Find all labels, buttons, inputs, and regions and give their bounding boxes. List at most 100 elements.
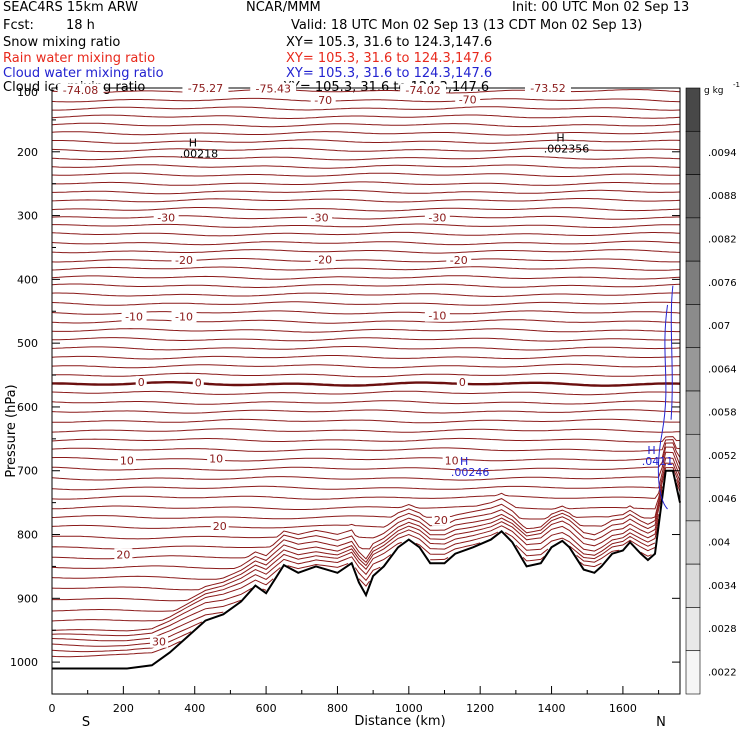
temperature-contours	[51, 89, 681, 658]
temperature-contour-line	[51, 198, 681, 203]
colorbar-segment	[685, 260, 701, 305]
contour-label: -20	[450, 254, 468, 267]
temperature-contour-line	[51, 611, 224, 642]
y-tick-label: 900	[17, 592, 38, 605]
contour-label: 10	[120, 455, 134, 468]
temperature-contour-line	[52, 189, 681, 195]
temperature-contour-line	[52, 381, 681, 387]
colorbar-tick-label: .0052	[708, 451, 737, 462]
colorbar-unit-exponent: -1	[733, 81, 740, 89]
temperature-contour-line	[51, 258, 680, 263]
temperature-contour-line	[52, 337, 681, 342]
temperature-contour-line	[51, 172, 680, 177]
temperature-contour-line	[51, 561, 602, 612]
field-name-snow: Snow mixing ratio	[3, 35, 121, 50]
y-tick-label: 400	[17, 273, 38, 286]
colorbar-segment	[685, 390, 701, 435]
contour-label: -75.43	[255, 83, 290, 96]
temperature-contour-line	[51, 418, 680, 424]
y-tick-label: 800	[17, 529, 38, 542]
temperature-contour-line	[51, 319, 681, 324]
contour-label: -74.08	[63, 84, 98, 97]
x-axis-title: Distance (km)	[354, 714, 445, 729]
contour-label: 10	[445, 455, 459, 468]
x-tick-label: 0	[49, 702, 56, 715]
temperature-contour-line	[51, 363, 681, 369]
colorbar-tick-label: .0064	[708, 364, 737, 375]
contour-label-bg	[442, 454, 461, 467]
contour-label-bg	[153, 211, 179, 224]
colorbar-tick-label: .0076	[708, 278, 737, 289]
contour-label-bg	[57, 83, 104, 96]
x-tick-label: 1200	[466, 702, 494, 715]
extremum-value: .00246	[451, 466, 490, 479]
temperature-contour-line	[51, 462, 681, 500]
colorbar: .0094 .0088 .0082 .0076 .007 .0064 .0058 .0052.…	[685, 81, 740, 695]
colorbar-segment	[685, 87, 701, 132]
contour-label-bg	[456, 376, 468, 389]
right-endpoint-label: N	[656, 715, 666, 730]
temperature-contour-line	[51, 147, 681, 153]
x-tick-label: 1000	[395, 702, 423, 715]
contour-label-bg	[114, 548, 133, 561]
contour-label: -20	[175, 254, 193, 267]
contour-label: -73.52	[530, 82, 565, 95]
y-tick-label: 300	[17, 210, 38, 223]
field-xy-cloud-water: XY= 105.3, 31.6 to 124.3,147.6	[286, 66, 493, 81]
temperature-contour-line	[51, 482, 681, 530]
plot-frame	[51, 87, 681, 695]
temperature-contour-line	[51, 122, 681, 128]
contour-label-bg	[446, 254, 472, 267]
contour-label: 0	[138, 376, 145, 389]
temperature-contour-line	[52, 223, 680, 228]
temperature-contour-line	[51, 523, 660, 570]
temperature-contour-line	[51, 640, 181, 658]
temperature-contour-line	[51, 631, 192, 653]
temperature-contour-line	[51, 400, 681, 405]
temperature-contour-line	[51, 446, 681, 472]
contour-label-bg	[192, 376, 204, 389]
temperature-contour-line	[51, 372, 680, 378]
contour-label-bg	[250, 82, 297, 95]
field-name-cloud-water: Cloud water mixing ratio	[3, 66, 164, 81]
temperature-contour-line	[51, 428, 681, 433]
contour-label: -74.02	[405, 84, 440, 97]
contour-label: -70	[314, 94, 332, 107]
cloud-water-contour	[670, 285, 674, 420]
contour-label-bg	[150, 635, 169, 648]
contour-label: 10	[209, 453, 223, 466]
temperature-contour-line	[52, 466, 681, 510]
colorbar-segment	[685, 174, 701, 219]
extremum-value: .002356	[544, 143, 590, 156]
temperature-contour-line	[51, 621, 203, 647]
temperature-contour-line	[52, 181, 681, 186]
x-tick-label: 400	[184, 702, 205, 715]
temperature-contour-line	[51, 531, 656, 580]
colorbar-segment	[685, 304, 701, 349]
contour-label: -10	[175, 310, 193, 323]
contour-label-bg	[171, 254, 197, 267]
temperature-contour-line	[51, 292, 681, 298]
y-tick-label: 700	[17, 465, 38, 478]
temperature-contour-line	[51, 346, 681, 351]
contour-label: 20	[434, 514, 448, 527]
forecast-label: Fcst:	[3, 18, 34, 33]
colorbar-tick-label: .0082	[708, 235, 737, 246]
x-tick-label: 800	[327, 702, 348, 715]
temperature-contour-line	[51, 390, 681, 396]
temperature-contour-line	[51, 131, 681, 136]
init-time: Init: 00 UTC Mon 02 Sep 13	[512, 0, 690, 15]
contour-label-bg	[424, 309, 450, 322]
field-name-rain: Rain water mixing ratio	[3, 51, 156, 66]
contour-label-bg	[310, 94, 336, 107]
x-tick-label: 200	[113, 702, 134, 715]
colorbar-segment	[685, 433, 701, 478]
y-tick-label: 1000	[10, 656, 38, 669]
colorbar-tick-label: .0094	[708, 148, 737, 159]
temperature-contour-line	[51, 439, 681, 452]
temperature-contour-line	[51, 114, 681, 119]
colorbar-segment	[685, 607, 701, 652]
contour-label-bg	[171, 310, 197, 323]
